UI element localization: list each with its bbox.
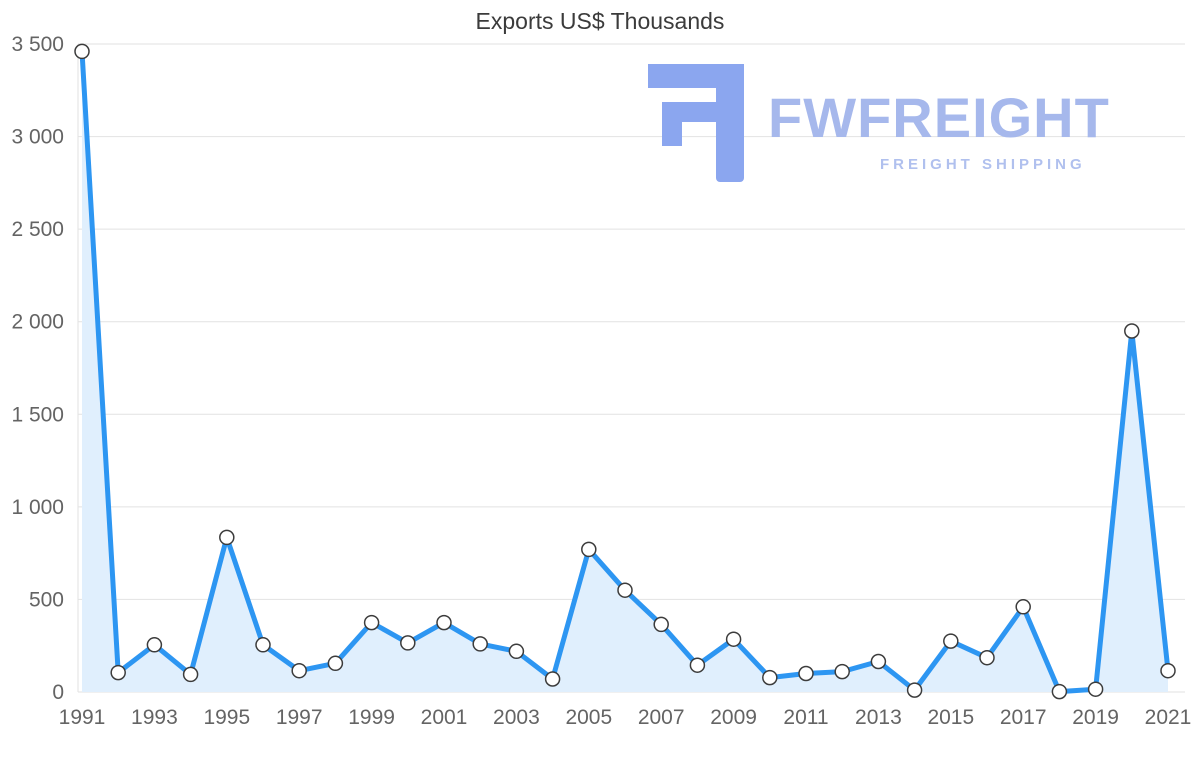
data-point-marker[interactable]: [327, 655, 344, 672]
data-point-marker[interactable]: [544, 671, 561, 687]
data-point-marker[interactable]: [581, 541, 597, 558]
data-point-marker[interactable]: [979, 649, 995, 666]
y-tick-label: 1 000: [11, 496, 64, 519]
data-point-marker[interactable]: [291, 662, 307, 679]
data-point-marker[interactable]: [1051, 683, 1068, 700]
data-point-marker[interactable]: [110, 664, 126, 681]
x-tick-label: 1995: [203, 706, 250, 729]
data-point-marker[interactable]: [725, 631, 742, 647]
data-point-marker[interactable]: [508, 643, 525, 660]
chart-title: Exports US$ Thousands: [475, 8, 725, 34]
data-point-marker[interactable]: [472, 636, 488, 652]
y-tick-label: 0: [52, 681, 64, 704]
x-tick-label: 1993: [131, 706, 178, 729]
y-tick-label: 3 000: [11, 126, 64, 149]
data-point-marker[interactable]: [1124, 323, 1140, 339]
data-point-marker[interactable]: [363, 614, 380, 631]
data-point-marker[interactable]: [653, 616, 669, 633]
data-point-marker[interactable]: [146, 637, 163, 653]
data-point-marker[interactable]: [1015, 599, 1031, 615]
y-tick-label: 2 000: [11, 311, 64, 334]
data-point-marker[interactable]: [182, 666, 199, 683]
data-point-marker[interactable]: [1160, 662, 1176, 679]
x-tick-label: 1999: [348, 706, 395, 729]
data-point-marker[interactable]: [834, 663, 850, 680]
data-point-marker[interactable]: [219, 529, 235, 546]
x-tick-label: 2019: [1072, 706, 1119, 729]
y-tick-label: 1 500: [11, 403, 64, 426]
x-tick-label: 2017: [1000, 706, 1047, 729]
data-point-marker[interactable]: [1087, 681, 1104, 697]
data-point-marker[interactable]: [436, 614, 452, 631]
x-tick-label: 2011: [783, 706, 828, 729]
x-tick-label: 2007: [638, 706, 685, 729]
data-point-marker[interactable]: [689, 657, 706, 673]
x-tick-label: 2015: [927, 706, 974, 729]
data-point-marker[interactable]: [943, 633, 959, 649]
data-point-marker[interactable]: [617, 582, 633, 598]
data-point-marker[interactable]: [870, 653, 887, 670]
x-tick-label: 1991: [59, 706, 106, 729]
x-tick-label: 2003: [493, 706, 540, 729]
x-tick-label: 2021: [1145, 706, 1192, 729]
y-tick-label: 3 500: [11, 33, 64, 56]
x-tick-label: 2009: [710, 706, 757, 729]
data-point-marker[interactable]: [906, 682, 923, 698]
y-tick-label: 500: [29, 588, 64, 611]
x-tick-label: 2013: [855, 706, 902, 729]
data-point-marker[interactable]: [762, 669, 778, 686]
x-tick-label: 1997: [276, 706, 323, 729]
x-tick-label: 2001: [421, 706, 468, 729]
data-point-marker[interactable]: [255, 637, 271, 653]
data-point-marker[interactable]: [798, 665, 814, 682]
data-point-marker[interactable]: [400, 635, 416, 651]
y-tick-label: 2 500: [11, 218, 64, 241]
data-point-marker[interactable]: [74, 43, 90, 60]
x-tick-label: 2005: [565, 706, 612, 729]
